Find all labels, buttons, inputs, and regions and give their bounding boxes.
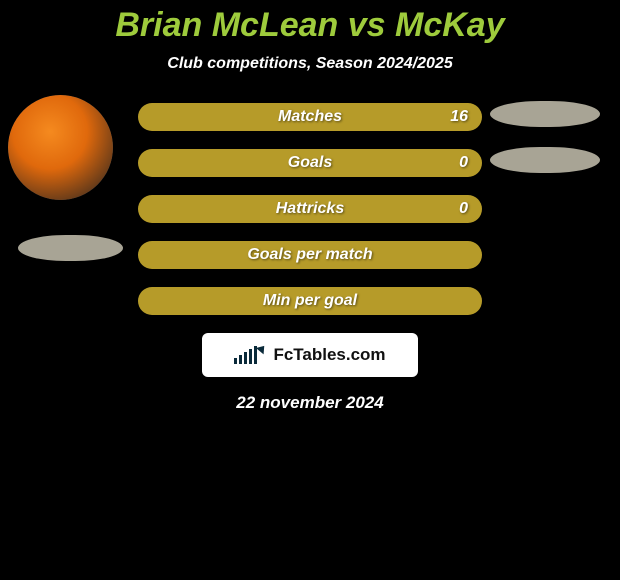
stat-label: Matches — [278, 108, 342, 126]
player-right-name-pill-2 — [490, 147, 600, 173]
stat-label: Hattricks — [276, 200, 344, 218]
stat-row-goals-per-match: Goals per match — [138, 241, 482, 269]
stat-rows: Matches 16 Goals 0 Hattricks 0 Goals per… — [138, 103, 482, 315]
stat-row-hattricks: Hattricks 0 — [138, 195, 482, 223]
stat-row-goals: Goals 0 — [138, 149, 482, 177]
stat-row-matches: Matches 16 — [138, 103, 482, 131]
stat-value: 0 — [459, 200, 468, 218]
subtitle: Club competitions, Season 2024/2025 — [0, 55, 620, 73]
logo-bars-icon — [234, 346, 257, 364]
page-title: Brian McLean vs McKay — [0, 0, 620, 45]
stat-row-min-per-goal: Min per goal — [138, 287, 482, 315]
player-left-avatar — [8, 95, 113, 200]
comparison-chart: Matches 16 Goals 0 Hattricks 0 Goals per… — [0, 103, 620, 315]
stat-label: Goals per match — [247, 246, 372, 264]
stat-value: 16 — [450, 108, 468, 126]
stat-value: 0 — [459, 154, 468, 172]
stat-label: Min per goal — [263, 292, 357, 310]
date-text: 22 november 2024 — [0, 393, 620, 413]
stat-label: Goals — [288, 154, 332, 172]
logo-box: FcTables.com — [202, 333, 418, 377]
logo-text: FcTables.com — [273, 345, 385, 365]
player-right-name-pill-1 — [490, 101, 600, 127]
player-left-name-pill — [18, 235, 123, 261]
logo-arrow-icon — [256, 342, 268, 354]
